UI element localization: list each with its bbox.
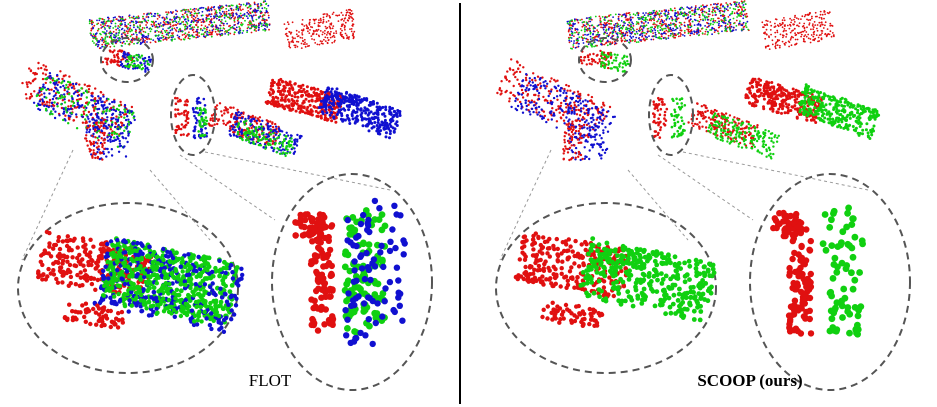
flot-overview-scene: [21, 0, 402, 161]
flot-zoomed-points: [36, 197, 408, 348]
scoop-overview-scene: [496, 0, 881, 162]
flot-caption: FLOT: [248, 371, 292, 390]
scoop-zoomed-points: [513, 204, 866, 338]
flot-zoom-outlines: [17, 37, 433, 391]
scoop-panel: [495, 0, 911, 391]
scoop-zoom-outlines: [495, 37, 911, 391]
scoop-caption: SCOOP (ours): [697, 371, 803, 390]
flot-panel: [17, 0, 433, 391]
